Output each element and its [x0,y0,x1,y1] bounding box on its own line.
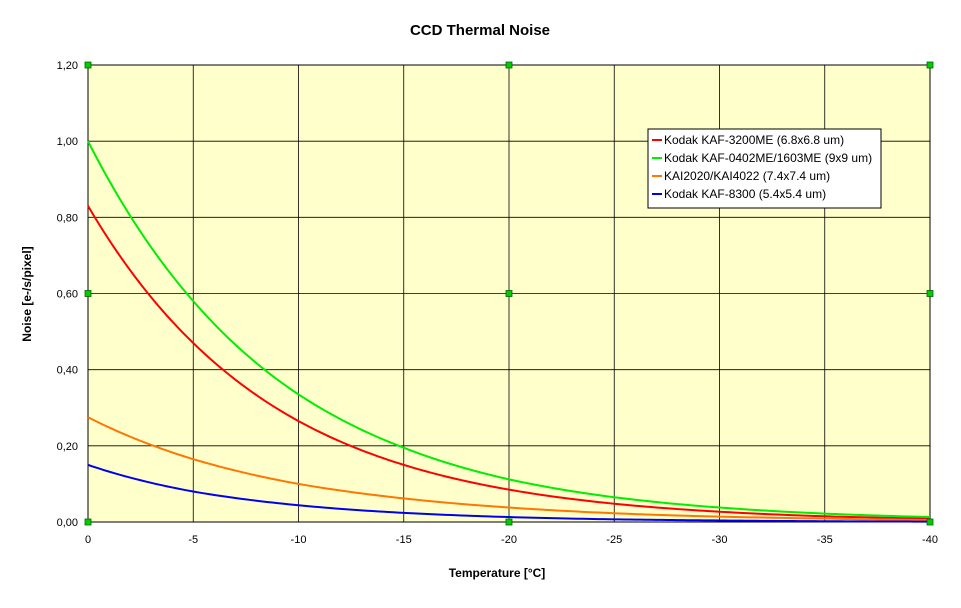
x-tick-label: -35 [817,534,833,546]
series-line-1 [87,205,931,520]
grid-marker [926,290,934,297]
grid-marker [505,518,513,526]
grid-marker [84,290,92,297]
legend: Kodak KAF-3200ME (6.8x6.8 um) Kodak KAF-0… [647,128,882,209]
x-tick-label: -40 [922,534,938,546]
grid-marker [505,290,513,297]
grid-marker [926,61,934,69]
y-tick-label: 0,60 [57,289,78,301]
y-tick-label: 0,80 [57,212,78,224]
y-tick-label: 1,00 [57,136,78,148]
x-axis-label: Temperature [°C] [449,566,546,580]
x-tick-label: -5 [188,534,198,546]
x-tick-label: 0 [85,534,91,546]
legend-entry: Kodak KAF-0402ME/1603ME (9x9 um) [664,151,872,165]
series-line-4 [87,463,931,523]
y-tick-label: 0,20 [57,441,78,453]
y-axis-label: Noise [e-/s/pixel] [20,246,34,341]
y-tick-label: 0,40 [57,365,78,377]
grid-marker [926,518,934,526]
legend-box [647,128,882,209]
legend-entry: Kodak KAF-3200ME (6.8x6.8 um) [664,133,844,147]
x-tick-label: -20 [501,534,517,546]
y-tick-label: 1,20 [57,60,78,72]
grid-marker [505,61,513,69]
series-line-3 [87,416,931,522]
legend-entry: KAI2020/KAI4022 (7.4x7.4 um) [664,169,830,183]
x-tick-label: -10 [291,534,307,546]
series-line-2 [87,140,931,519]
grid-marker [84,61,92,69]
y-tick-label: 0,00 [57,517,78,529]
legend-entry: Kodak KAF-8300 (5.4x5.4 um) [664,187,826,201]
chart-title: CCD Thermal Noise [410,22,550,39]
grid-marker [84,518,92,526]
x-tick-label: -25 [606,534,622,546]
x-tick-label: -30 [712,534,728,546]
x-tick-label: -15 [396,534,412,546]
